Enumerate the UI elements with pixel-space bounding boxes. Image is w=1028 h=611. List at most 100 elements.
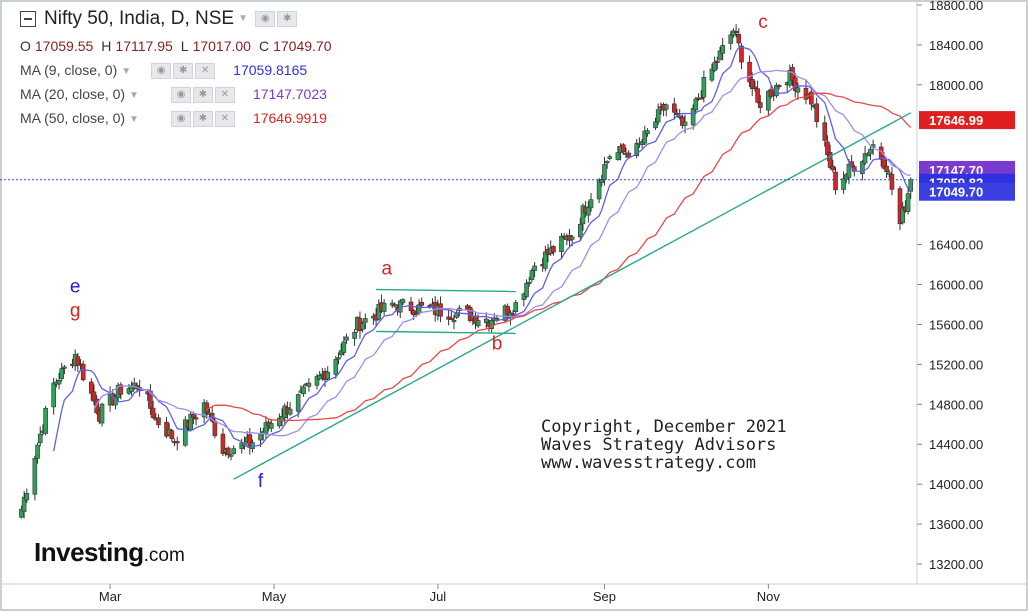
candle-up [56, 379, 62, 385]
study-label[interactable]: MA (50, close, 0) [20, 110, 126, 126]
candle-up [529, 270, 535, 280]
candle-down [80, 363, 86, 381]
candle-down [510, 313, 516, 316]
ohlc-key-l: L [180, 38, 189, 54]
candle-up [766, 90, 771, 111]
candle-up [607, 156, 613, 159]
candle-down [419, 301, 425, 306]
candle-down [505, 306, 511, 316]
candle-up [325, 371, 331, 380]
candle-up [287, 408, 293, 415]
ma-line-50 [206, 92, 912, 422]
candle-up [865, 154, 871, 157]
close-icon[interactable]: ✕ [214, 111, 235, 128]
candle-down [752, 86, 758, 89]
candle-up [295, 394, 301, 412]
candle-down [156, 417, 161, 426]
candle-up [728, 34, 734, 44]
candle-up [400, 299, 406, 304]
price-label-bg [919, 182, 1015, 201]
candle-up [642, 130, 648, 144]
candle-up [494, 317, 500, 321]
y-tick-label: 13600.00 [929, 517, 983, 532]
candle-up [416, 304, 422, 314]
gear-icon[interactable]: ✱ [192, 87, 213, 104]
candle-down [747, 61, 752, 83]
candle-up [615, 152, 621, 160]
logo-main: Investing [34, 537, 144, 567]
candle-down [75, 356, 81, 366]
candle-up [524, 282, 529, 297]
chart-title-row: Nifty 50, India, D, NSE ▼ ◉ ✱ [20, 8, 298, 30]
candle-up [532, 265, 537, 271]
y-tick-label: 14000.00 [929, 477, 983, 492]
study-row-ma50: MA (50, close, 0) ▼ ◉ ✱ ✕ 17646.9919 [20, 110, 327, 128]
candle-up [475, 320, 481, 327]
candle-down [881, 156, 887, 169]
x-tick-label: Jul [430, 589, 447, 604]
chevron-down-icon[interactable]: ▼ [129, 113, 139, 125]
candle-up [389, 302, 395, 306]
study-label[interactable]: MA (20, close, 0) [20, 86, 126, 102]
candle-down [680, 116, 685, 126]
close-icon[interactable]: ✕ [195, 63, 216, 80]
minus-box-icon[interactable] [20, 10, 36, 27]
x-tick-label: May [262, 589, 287, 604]
candle-up [862, 153, 868, 164]
candle-down [204, 402, 210, 413]
candle-up [596, 180, 602, 200]
candle-up [634, 143, 639, 157]
candle-down [833, 171, 838, 191]
eye-icon[interactable]: ◉ [170, 87, 191, 104]
candle-up [526, 281, 532, 285]
candle-down [749, 79, 755, 90]
close-icon[interactable]: ✕ [214, 87, 235, 104]
candle-up [301, 386, 306, 395]
eye-icon[interactable]: ◉ [170, 111, 191, 128]
eye-icon[interactable]: ◉ [255, 10, 276, 27]
eye-icon[interactable]: ◉ [151, 63, 172, 80]
logo-suffix: .com [143, 545, 185, 566]
candle-down [392, 304, 398, 307]
candle-up [577, 223, 583, 238]
candle-up [314, 376, 320, 386]
candle-up [228, 454, 234, 457]
candle-up [363, 318, 368, 323]
candle-down [191, 414, 196, 418]
candle-down [698, 97, 704, 100]
candle-up [483, 318, 489, 323]
candle-up [258, 433, 263, 441]
candle-up [602, 164, 607, 180]
candle-up [360, 323, 365, 330]
chevron-down-icon[interactable]: ▼ [129, 89, 139, 101]
gear-icon[interactable]: ✱ [277, 10, 298, 27]
y-tick-label: 18000.00 [929, 78, 983, 93]
trendline [376, 288, 516, 293]
candle-down [715, 60, 720, 63]
website-line: www.wavesstrategy.com [541, 453, 756, 473]
candle-up [277, 417, 282, 427]
ohlc-key-c: C [258, 38, 270, 54]
gear-icon[interactable]: ✱ [192, 111, 213, 128]
study-label[interactable]: MA (9, close, 0) [20, 62, 118, 78]
candle-down [220, 433, 226, 454]
candle-down [174, 441, 180, 444]
y-tick-label: 18400.00 [929, 38, 983, 53]
candle-up [846, 163, 852, 178]
y-tick-label: 14400.00 [929, 437, 983, 452]
candle-down [889, 173, 895, 190]
candle-up [59, 368, 65, 379]
candle-up [317, 375, 322, 380]
chevron-down-icon[interactable]: ▼ [238, 13, 248, 25]
candle-up [569, 236, 575, 240]
candle-down [830, 165, 836, 171]
candle-down [736, 34, 742, 44]
chevron-down-icon[interactable]: ▼ [121, 65, 132, 77]
candle-up [543, 251, 548, 269]
gear-icon[interactable]: ✱ [173, 63, 194, 80]
candle-up [37, 433, 43, 444]
candle-up [381, 302, 387, 312]
trendline [376, 330, 516, 335]
copyright-block: Copyright, December 2021 Waves Strategy … [541, 418, 787, 472]
